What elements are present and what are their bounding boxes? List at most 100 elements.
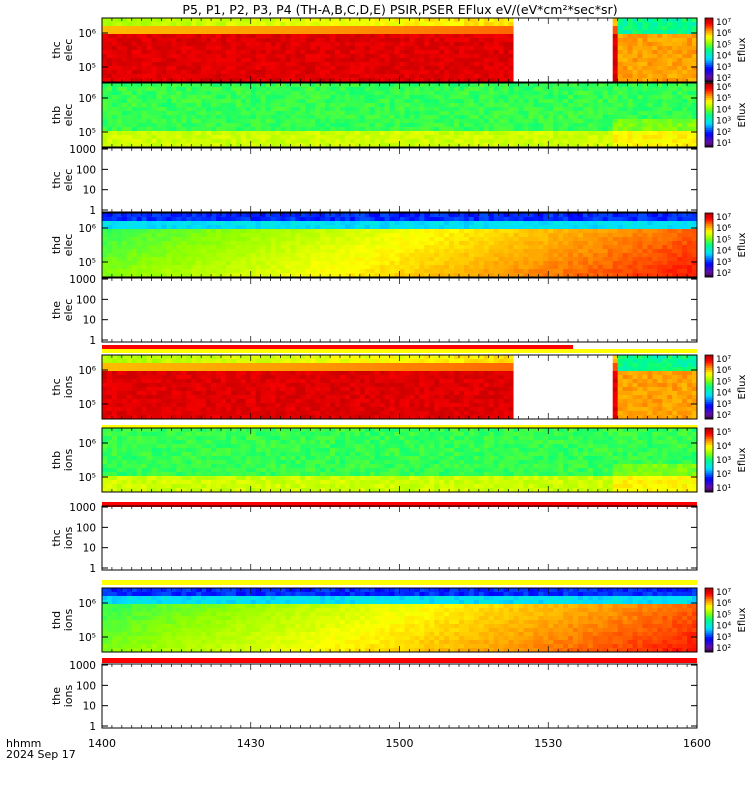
- y-tick-label: 10⁵: [78, 62, 96, 74]
- colorbar-tick-label: 10⁷: [716, 588, 731, 598]
- date-label: 2024 Sep 17: [6, 748, 76, 761]
- colorbar-tick-label: 10²: [716, 411, 731, 421]
- colorbar-tick-label: 10²: [716, 128, 731, 138]
- colorbar: [704, 17, 714, 83]
- y-tick-label: 10⁶: [78, 93, 96, 105]
- panel-label-probe: thd: [50, 611, 63, 629]
- y-tick-label: 10⁵: [78, 399, 96, 411]
- colorbar-tick-label: 10³: [716, 456, 731, 466]
- x-axis-label: hhmm: [6, 737, 41, 750]
- y-tick-label: 10⁶: [78, 438, 96, 450]
- overlay-strip: [102, 502, 697, 507]
- panel-label-species: ions: [62, 608, 75, 631]
- panel-label-species: elec: [62, 234, 75, 257]
- y-tick-label: 1000: [69, 274, 96, 286]
- colorbar-tick-label: 10²: [716, 470, 731, 480]
- colorbar: [704, 212, 714, 278]
- overlay-strip: [102, 349, 697, 353]
- panel-label-probe: thb: [50, 451, 63, 469]
- y-tick-label: 1: [89, 563, 96, 575]
- panel-label-species: elec: [62, 169, 75, 192]
- y-tick-label: 1000: [69, 502, 96, 514]
- panel-label-probe: thc: [50, 41, 63, 58]
- panel-label-probe: thb: [50, 106, 63, 124]
- panel-5: 1 10 100 1000 the elec: [50, 274, 698, 347]
- y-tick-label: 100: [76, 522, 96, 534]
- y-tick-label: 10⁵: [78, 632, 96, 644]
- overlay-strip: [102, 580, 697, 585]
- panel-label-species: ions: [62, 448, 75, 471]
- overlay-strip: [102, 658, 697, 663]
- panel-label-probe: thc: [50, 378, 63, 395]
- colorbar: [704, 427, 714, 493]
- colorbar-tick-label: 10⁷: [716, 355, 731, 365]
- colorbar-title: Eflux: [737, 102, 748, 127]
- y-tick-label: 10⁶: [78, 28, 96, 40]
- data-gap: [513, 18, 613, 82]
- x-tick-label: 1530: [534, 737, 562, 750]
- panel-label-species: ions: [62, 526, 75, 549]
- colorbar-title: Eflux: [737, 447, 748, 472]
- colorbar-tick-label: 10⁵: [716, 428, 731, 438]
- panel-label-species: ions: [62, 375, 75, 398]
- colorbar-tick-label: 10⁶: [716, 29, 731, 39]
- colorbar-tick-label: 10⁵: [716, 377, 731, 387]
- colorbar-tick-label: 10⁴: [716, 442, 731, 452]
- colorbar-tick-label: 10⁵: [716, 235, 731, 245]
- panel-label-species: elec: [62, 104, 75, 127]
- overlay-strip: [102, 425, 697, 429]
- colorbar-tick-label: 10⁵: [716, 40, 731, 50]
- x-tick-label: 1500: [386, 737, 414, 750]
- y-tick-label: 10⁵: [78, 257, 96, 269]
- y-tick-label: 1: [89, 205, 96, 217]
- colorbar-tick-label: 10³: [716, 258, 731, 268]
- x-tick-label: 1600: [683, 737, 711, 750]
- colorbar-tick-label: 10⁷: [716, 18, 731, 28]
- colorbar-tick-label: 10⁵: [716, 610, 731, 620]
- y-tick-label: 10⁶: [78, 598, 96, 610]
- colorbar-tick-label: 10⁶: [716, 366, 731, 376]
- x-tick-label: 1400: [88, 737, 116, 750]
- y-tick-label: 10: [83, 543, 96, 555]
- colorbar-tick-label: 10⁶: [716, 83, 731, 93]
- colorbar-tick-label: 10⁴: [716, 105, 731, 115]
- y-tick-label: 100: [76, 164, 96, 176]
- y-tick-label: 100: [76, 294, 96, 306]
- colorbar-tick-label: 10³: [716, 633, 731, 643]
- colorbar-tick-label: 10³: [716, 400, 731, 410]
- colorbar-tick-label: 10⁶: [716, 599, 731, 609]
- colorbar-tick-label: 10⁴: [716, 389, 731, 399]
- panel-frame: [101, 505, 698, 571]
- panel-frame: [101, 147, 698, 213]
- panel-8: 1 10 100 1000 thc ions: [50, 502, 698, 575]
- y-tick-label: 1: [89, 721, 96, 733]
- colorbar-tick-label: 10²: [716, 74, 731, 84]
- colorbar-tick-label: 10²: [716, 269, 731, 279]
- y-tick-label: 10⁶: [78, 365, 96, 377]
- colorbar-tick-label: 10⁴: [716, 52, 731, 62]
- panel-label-species: elec: [62, 299, 75, 322]
- colorbar-title: Eflux: [737, 232, 748, 257]
- colorbar-tick-label: 10¹: [716, 484, 731, 494]
- time-axis: hhmm 2024 Sep 17 1400 1430 1500 1530 1600: [6, 737, 711, 761]
- colorbar-title: Eflux: [737, 607, 748, 632]
- panel-label-species: ions: [62, 684, 75, 707]
- y-tick-label: 1000: [69, 660, 96, 672]
- colorbar-tick-label: 10⁴: [716, 247, 731, 257]
- colorbar-tick-label: 10⁵: [716, 94, 731, 104]
- panel-label-probe: thc: [50, 529, 63, 546]
- y-tick-label: 1: [89, 335, 96, 347]
- overlay-strip: [102, 345, 574, 349]
- colorbar-tick-label: 10³: [716, 63, 731, 73]
- x-tick-label: 1430: [237, 737, 265, 750]
- y-tick-label: 10: [83, 185, 96, 197]
- colorbar-tick-label: 10⁴: [716, 622, 731, 632]
- colorbar: [704, 587, 714, 653]
